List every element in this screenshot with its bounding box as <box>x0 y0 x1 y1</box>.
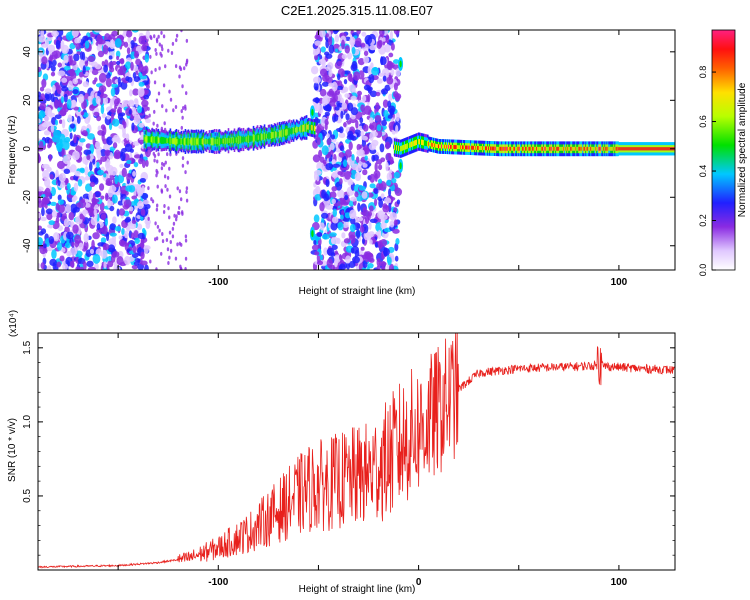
x-tick-label: -100 <box>208 277 228 288</box>
y-tick-label: -40 <box>22 238 33 253</box>
spectrogram-ticks: -40 -20 0 20 40 -100 100 <box>22 30 675 288</box>
y-tick-label: 1.5 <box>22 340 33 354</box>
colorbar-label: Normalized spectral amplitude <box>737 82 748 217</box>
snr-y-axis-label: SNR (10 * v/v) <box>7 418 18 482</box>
spectrogram-frame <box>37 29 676 271</box>
colorbar-ticks: 0.0 0.2 0.4 0.6 0.8 <box>698 66 716 276</box>
y-tick-label: 40 <box>22 46 33 58</box>
y-tick-label: -20 <box>22 190 33 205</box>
x-tick-label: 100 <box>611 577 628 588</box>
figure-title: C2E1.2025.315.11.08.E07 <box>281 3 433 18</box>
y-tick-label: 1.0 <box>22 414 33 428</box>
y-tick-label: 0.5 <box>22 489 33 503</box>
spectrogram-image <box>38 30 675 270</box>
spectrogram-panel: -40 -20 0 20 40 -100 100 Height of straight li… <box>7 29 748 297</box>
snr-panel: 0.5 1.0 1.5 -100 0 100 Height of straight lin… <box>7 310 676 595</box>
spectrogram-x-axis-label: Height of straight line (km) <box>299 286 416 297</box>
x-tick-label: 0 <box>416 577 422 588</box>
colorbar-gradient <box>711 29 736 271</box>
snr-ticks: 0.5 1.0 1.5 -100 0 100 <box>22 333 675 588</box>
snr-frame <box>37 332 676 571</box>
colorbar-tick-label: 0.4 <box>698 165 708 178</box>
x-tick-label: -100 <box>208 577 228 588</box>
colorbar-tick-label: 0.0 <box>698 264 708 277</box>
snr-series-line <box>38 333 675 569</box>
y-tick-label: 0 <box>22 146 33 152</box>
snr-y-multiplier: (x10⁴) <box>8 310 19 337</box>
colorbar-tick-label: 0.8 <box>698 66 708 79</box>
colorbar-tick-label: 0.6 <box>698 115 708 128</box>
x-tick-label: 100 <box>611 277 628 288</box>
spectrogram-y-axis-label: Frequency (Hz) <box>7 116 18 185</box>
y-tick-label: 20 <box>22 94 33 106</box>
snr-x-axis-label: Height of straight line (km) <box>299 584 416 595</box>
colorbar: 0.0 0.2 0.4 0.6 0.8 Normalized spectral ampl… <box>698 29 748 276</box>
colorbar-tick-label: 0.2 <box>698 214 708 227</box>
